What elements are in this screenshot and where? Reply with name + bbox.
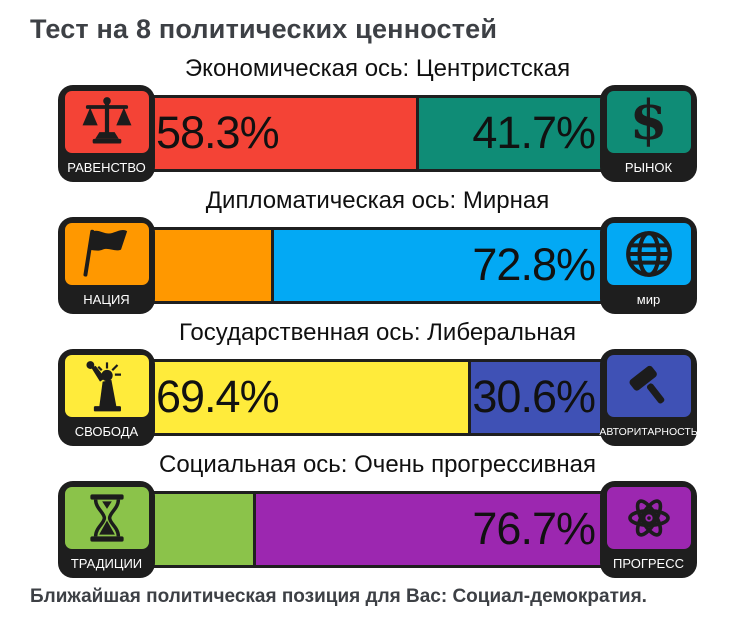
badge-peace: мир	[600, 217, 697, 314]
segment-left: 69.4%	[144, 362, 469, 433]
badge-label: АВТОРИТАРНОСТЬ	[599, 425, 698, 438]
segment-left: 58.3%	[144, 98, 417, 169]
bar-row: РАВЕНСТВО 58.3% 41.7% $ РЫНОК	[58, 85, 697, 182]
axis-row-state: Государственная ось: Либеральная	[58, 319, 698, 446]
right-percent: 30.6%	[472, 371, 596, 422]
badge-label: ПРОГРЕСС	[613, 556, 684, 571]
badge-liberty: СВОБОДА	[58, 349, 155, 446]
bar-track: 69.4% 30.6%	[141, 359, 614, 436]
atom-icon	[620, 489, 678, 547]
badge-nation: НАЦИЯ	[58, 217, 155, 314]
hourglass-icon	[79, 490, 135, 546]
segment-left	[144, 494, 253, 565]
bar-row: СВОБОДА 69.4% 30.6%	[58, 349, 698, 446]
right-percent: 72.8%	[472, 239, 596, 290]
gavel-icon	[621, 358, 677, 414]
segment-right: 41.7%	[416, 98, 611, 169]
segment-right: 76.7%	[252, 494, 611, 565]
bar-track: 72.8%	[141, 227, 614, 304]
bar-track: 76.7%	[141, 491, 614, 568]
badge-art	[64, 487, 149, 549]
right-percent: 41.7%	[472, 107, 596, 158]
badge-label: РЫНОК	[624, 160, 673, 175]
badge-art	[606, 223, 691, 285]
badge-label: ТРАДИЦИИ	[70, 556, 143, 571]
axis-caption: Социальная ось: Очень прогрессивная	[159, 451, 596, 478]
bar-track: 58.3% 41.7%	[141, 95, 614, 172]
axis-caption: Экономическая ось: Центристская	[184, 55, 571, 82]
badge-authority: АВТОРИТАРНОСТЬ	[599, 349, 698, 446]
badge-art	[64, 355, 149, 417]
badge-market: $ РЫНОК	[600, 85, 697, 182]
badge-art	[606, 355, 691, 417]
right-percent: 76.7%	[472, 503, 596, 554]
dollar-icon: $	[629, 91, 668, 152]
badge-art	[64, 223, 149, 285]
badge-equality: РАВЕНСТВО	[58, 85, 155, 182]
left-percent: 58.3%	[156, 107, 280, 158]
liberty-statue-icon	[79, 358, 135, 414]
axis-row-economic: Экономическая ось: Центристская	[58, 55, 697, 182]
badge-label: НАЦИЯ	[83, 292, 130, 307]
axes-chart: Экономическая ось: Центристская	[0, 55, 746, 578]
bar-row: ТРАДИЦИИ 76.7%	[58, 481, 697, 578]
badge-label: мир	[636, 292, 661, 307]
segment-left	[144, 230, 272, 301]
flag-icon	[79, 226, 135, 282]
left-percent: 69.4%	[156, 371, 280, 422]
segment-right: 30.6%	[468, 362, 611, 433]
scales-icon	[79, 95, 135, 149]
badge-tradition: ТРАДИЦИИ	[58, 481, 155, 578]
axis-row-societal: Социальная ось: Очень прогрессивная	[58, 451, 697, 578]
axis-row-diplomatic: Дипломатическая ось: Мирная НАЦИЯ	[58, 187, 697, 314]
closest-match-text: Ближайшая политическая позиция для Вас: …	[30, 586, 647, 607]
badge-art	[64, 91, 149, 153]
badge-label: РАВЕНСТВО	[67, 160, 146, 175]
axis-caption: Государственная ось: Либеральная	[179, 319, 576, 346]
segment-right: 72.8%	[271, 230, 611, 301]
badge-progress: ПРОГРЕСС	[600, 481, 697, 578]
axis-caption: Дипломатическая ось: Мирная	[205, 187, 550, 214]
badge-label: СВОБОДА	[74, 424, 139, 439]
badge-art: $	[606, 91, 691, 153]
globe-icon	[620, 225, 678, 283]
page-title: Тест на 8 политических ценностей	[30, 14, 498, 44]
badge-art	[606, 487, 691, 549]
bar-row: НАЦИЯ 72.8%	[58, 217, 697, 314]
